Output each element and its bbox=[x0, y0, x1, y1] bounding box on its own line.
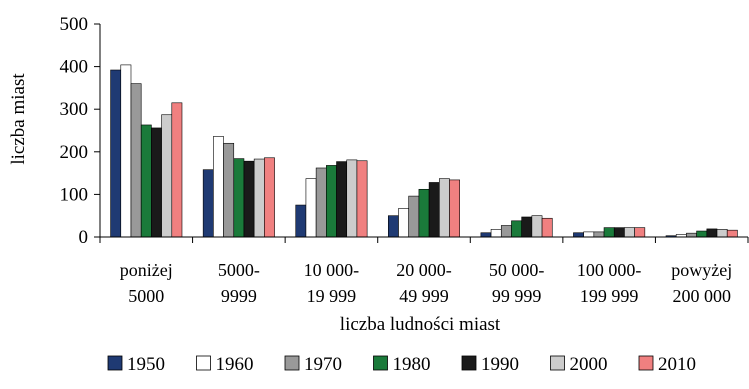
bar-1960-3 bbox=[398, 208, 409, 238]
y-tick-label-200: 200 bbox=[60, 142, 89, 163]
bar-1970-2 bbox=[315, 167, 327, 238]
bar-1980-3 bbox=[418, 188, 430, 238]
legend-label-2000: 2000 bbox=[570, 354, 608, 375]
bar-1950-2 bbox=[295, 204, 307, 238]
category-label-6-1: 200 000 bbox=[672, 286, 731, 306]
bar-1990-0 bbox=[151, 127, 162, 238]
category-label-0-0: poniżej bbox=[120, 260, 173, 280]
bar-1990-6 bbox=[706, 228, 718, 238]
bar-1990-5 bbox=[613, 227, 625, 238]
bar-2000-2 bbox=[346, 159, 358, 238]
bar-1990-3 bbox=[428, 182, 440, 238]
category-label-1-0: 5000- bbox=[218, 260, 260, 280]
bar-1980-6 bbox=[696, 230, 708, 238]
bar-1950-0 bbox=[110, 69, 122, 238]
bar-1970-1 bbox=[223, 142, 235, 238]
bar-2010-3 bbox=[449, 179, 460, 238]
category-label-5-0: 100 000- bbox=[577, 260, 642, 280]
bar-1980-5 bbox=[603, 227, 615, 238]
bar-2010-6 bbox=[726, 229, 738, 238]
y-tick-label-400: 400 bbox=[60, 57, 89, 78]
legend-label-1970: 1970 bbox=[304, 354, 342, 375]
bar-2010-5 bbox=[634, 227, 646, 238]
bar-1950-3 bbox=[387, 215, 399, 238]
category-label-4-1: 99 999 bbox=[492, 286, 542, 306]
bar-1950-1 bbox=[202, 169, 214, 238]
category-label-2-1: 19 999 bbox=[307, 286, 357, 306]
bar-1990-1 bbox=[243, 160, 255, 238]
bar-2000-6 bbox=[716, 229, 728, 238]
y-tick-label-500: 500 bbox=[60, 14, 89, 35]
bar-1980-2 bbox=[326, 165, 337, 238]
legend: 1950 1960 1970 1980 1990 2000 2010 bbox=[107, 354, 696, 375]
category-label-5-1: 199 999 bbox=[580, 286, 639, 306]
bar-2010-0 bbox=[171, 102, 183, 238]
bar-1970-4 bbox=[500, 225, 512, 238]
y-axis-title: liczba miast bbox=[8, 73, 29, 165]
legend-swatch-1950 bbox=[107, 355, 123, 371]
axes-layer bbox=[94, 23, 749, 243]
bar-1990-2 bbox=[336, 161, 348, 238]
bar-2000-5 bbox=[624, 227, 635, 238]
bar-1970-0 bbox=[130, 83, 142, 238]
labels-layer: 0 100 200 300 400 500 poniżej 5000 5000- 9999 10 0… bbox=[60, 14, 733, 306]
legend-swatch-1980 bbox=[373, 355, 388, 371]
legend-swatch-2010 bbox=[638, 355, 654, 371]
bar-1980-0 bbox=[140, 124, 152, 238]
y-tick-label-0: 0 bbox=[79, 227, 89, 248]
legend-label-1950: 1950 bbox=[127, 354, 165, 375]
bar-2010-2 bbox=[356, 160, 368, 238]
legend-swatch-1970 bbox=[284, 355, 300, 371]
bar-1960-4 bbox=[490, 229, 502, 238]
bar-1950-5 bbox=[573, 232, 584, 238]
bar-1960-2 bbox=[305, 178, 317, 238]
legend-swatch-1990 bbox=[461, 355, 477, 371]
bar-1970-6 bbox=[686, 232, 697, 238]
bar-1990-4 bbox=[521, 216, 533, 238]
bar-2000-0 bbox=[161, 114, 173, 238]
category-label-0-1: 5000 bbox=[128, 286, 164, 306]
bar-1960-5 bbox=[583, 231, 595, 238]
y-tick-label-100: 100 bbox=[60, 184, 89, 205]
bar-1980-4 bbox=[511, 220, 522, 238]
bar-2000-4 bbox=[531, 215, 543, 238]
bar-2010-1 bbox=[264, 157, 275, 238]
bar-1970-3 bbox=[408, 195, 420, 238]
legend-label-2010: 2010 bbox=[658, 354, 696, 375]
bar-1960-0 bbox=[120, 64, 132, 238]
bar-1960-1 bbox=[213, 136, 224, 238]
bars-layer bbox=[110, 64, 738, 238]
bar-1970-5 bbox=[593, 231, 605, 238]
legend-label-1980: 1980 bbox=[393, 354, 431, 375]
category-label-3-0: 20 000- bbox=[396, 260, 452, 280]
bar-1980-1 bbox=[233, 158, 245, 238]
category-label-4-0: 50 000- bbox=[489, 260, 545, 280]
legend-swatch-1960 bbox=[196, 355, 211, 371]
legend-swatch-2000 bbox=[550, 355, 565, 371]
x-axis-title: liczba ludności miast bbox=[340, 314, 501, 335]
category-label-6-0: powyżej bbox=[671, 260, 732, 280]
y-tick-label-300: 300 bbox=[60, 99, 89, 120]
bar-2000-1 bbox=[253, 158, 265, 238]
bar-2000-3 bbox=[438, 178, 450, 238]
category-label-1-1: 9999 bbox=[221, 286, 257, 306]
bar-1950-4 bbox=[480, 232, 492, 238]
category-label-2-0: 10 000- bbox=[304, 260, 360, 280]
category-label-3-1: 49 999 bbox=[399, 286, 449, 306]
legend-label-1990: 1990 bbox=[481, 354, 519, 375]
legend-label-1960: 1960 bbox=[216, 354, 254, 375]
bar-2010-4 bbox=[541, 217, 553, 238]
